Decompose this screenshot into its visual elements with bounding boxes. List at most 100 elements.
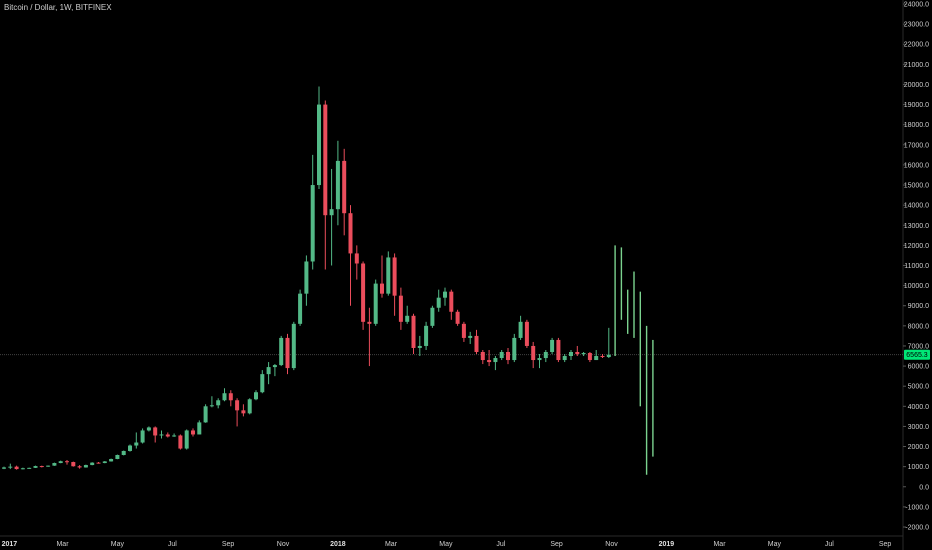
candle-body-78 — [493, 358, 498, 363]
candle-body-70 — [443, 291, 447, 298]
candle-body-37 — [235, 400, 240, 411]
candle-body-28 — [178, 435, 183, 449]
candle-body-44 — [279, 337, 284, 366]
candle-body-77 — [487, 360, 492, 363]
candle-body-11 — [71, 462, 76, 467]
x-tick-label-8: May — [439, 541, 453, 548]
candle-body-29 — [184, 430, 189, 449]
y-tick-label-21: 3000.0 — [908, 424, 930, 431]
candle-body-35 — [222, 393, 227, 401]
candle-body-0 — [2, 467, 6, 469]
chart-title: Bitcoin / Dollar, 1W, BITFINEX — [4, 3, 112, 12]
x-tick-label-3: Jul — [168, 541, 177, 548]
candle-body-91 — [575, 351, 580, 355]
y-tick-label-8: 16000.0 — [904, 162, 929, 169]
candle-body-39 — [247, 399, 252, 414]
y-tick-label-25: -1000.0 — [905, 504, 929, 511]
candle-body-30 — [191, 430, 195, 435]
candle-body-13 — [83, 465, 88, 468]
candle-body-58 — [367, 321, 372, 324]
candle-body-36 — [228, 393, 233, 401]
candle-body-63 — [398, 295, 403, 322]
candle-body-51 — [323, 104, 328, 216]
y-tick-label-22: 2000.0 — [908, 444, 930, 451]
candle-body-23 — [146, 427, 151, 431]
candle-body-25 — [159, 434, 164, 436]
y-tick-label-1: 23000.0 — [904, 22, 929, 29]
candle-body-81 — [512, 337, 517, 361]
candle-body-2 — [14, 466, 19, 470]
candle-body-24 — [153, 427, 158, 436]
candle-body-27 — [172, 435, 177, 437]
candle-body-40 — [254, 392, 258, 400]
candle-body-96 — [606, 354, 611, 358]
y-tick-label-4: 20000.0 — [904, 82, 929, 89]
x-tick-label-15: Jul — [825, 541, 834, 548]
candle-body-3 — [20, 468, 25, 470]
candle-body-82 — [518, 321, 523, 338]
candle-body-89 — [562, 356, 567, 361]
candle-body-42 — [266, 367, 271, 375]
candle-body-41 — [260, 374, 265, 393]
candle-body-45 — [285, 337, 290, 369]
candle-body-4 — [27, 467, 32, 469]
candles — [2, 86, 611, 470]
candle-body-73 — [461, 323, 466, 338]
time-axis[interactable]: 2017 Mar May Jul Sep Nov 2018 Mar May Jul Sep Nov 20… — [2, 541, 892, 548]
x-tick-label-12: 2019 — [659, 541, 675, 548]
candle-body-68 — [430, 307, 435, 326]
candle-body-12 — [77, 466, 82, 468]
candle-body-92 — [581, 353, 586, 355]
y-tick-label-16: 8000.0 — [908, 323, 930, 330]
candle-body-18 — [115, 454, 120, 460]
y-tick-label-17: 7000.0 — [908, 343, 930, 350]
y-tick-label-10: 14000.0 — [904, 203, 929, 210]
candle-body-38 — [241, 410, 246, 414]
candle-body-20 — [128, 445, 132, 451]
price-axis[interactable]: 24000.0 23000.0 22000.0 21000.0 20000.0 19000… — [903, 2, 929, 532]
candle-body-47 — [298, 293, 303, 324]
x-tick-label-9: Jul — [496, 541, 505, 548]
x-tick-label-2: May — [111, 541, 125, 548]
y-tick-label-26: -2000.0 — [905, 525, 929, 532]
y-tick-label-12: 12000.0 — [904, 243, 929, 250]
candle-body-55 — [348, 213, 353, 254]
candle-body-57 — [361, 263, 366, 322]
candle-body-90 — [569, 351, 573, 357]
y-tick-label-14: 10000.0 — [904, 283, 929, 290]
y-tick-label-20: 4000.0 — [908, 404, 930, 411]
candle-body-48 — [304, 261, 309, 294]
candle-body-49 — [310, 185, 315, 262]
candle-body-80 — [506, 351, 510, 361]
candle-body-76 — [480, 351, 485, 361]
candle-body-66 — [417, 345, 422, 348]
candle-body-1 — [8, 466, 13, 468]
x-tick-label-7: Mar — [385, 541, 398, 548]
candle-body-74 — [468, 335, 473, 338]
candle-body-61 — [386, 257, 391, 294]
x-tick-label-11: Nov — [605, 541, 618, 548]
y-tick-label-2: 22000.0 — [904, 42, 929, 49]
candle-body-15 — [96, 462, 101, 464]
candle-body-8 — [52, 463, 57, 466]
candle-body-9 — [58, 461, 63, 464]
candle-body-62 — [392, 257, 397, 296]
y-tick-label-5: 19000.0 — [904, 102, 929, 109]
candle-body-93 — [587, 353, 592, 361]
candle-body-6 — [39, 466, 44, 468]
y-tick-label-9: 15000.0 — [904, 183, 929, 190]
x-tick-label-5: Nov — [277, 541, 290, 548]
x-tick-label-6: 2018 — [330, 541, 346, 548]
y-tick-label-23: 1000.0 — [908, 464, 930, 471]
candle-body-56 — [354, 253, 359, 264]
candle-body-5 — [33, 466, 38, 468]
y-tick-label-18: 6000.0 — [908, 364, 930, 371]
y-tick-label-0: 24000.0 — [904, 2, 929, 9]
y-tick-label-24: 0.0 — [919, 484, 929, 491]
y-tick-label-15: 9000.0 — [908, 303, 930, 310]
y-tick-label-3: 21000.0 — [904, 62, 929, 69]
y-tick-label-13: 11000.0 — [904, 263, 929, 270]
x-tick-label-0: 2017 — [2, 541, 18, 548]
candle-body-53 — [335, 160, 340, 210]
